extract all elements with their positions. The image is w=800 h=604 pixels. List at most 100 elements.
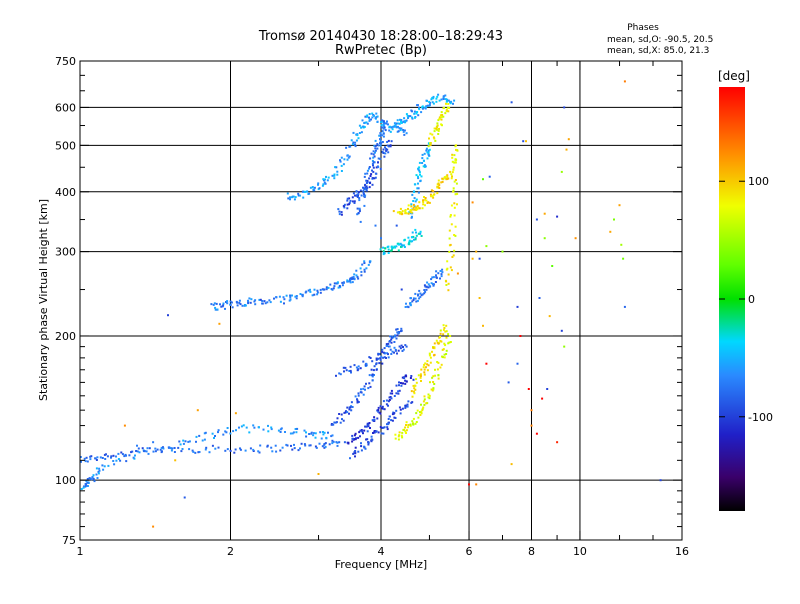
echo-point [356,275,359,278]
echo-point [397,438,400,441]
echo-point [368,113,371,115]
echo-point [350,409,353,412]
echo-point [413,205,416,208]
echo-point [99,456,102,459]
echo-point [313,288,316,291]
echo-point [400,127,403,130]
echo-point [409,423,412,426]
echo-point [426,99,428,102]
echo-point [98,469,101,472]
echo-point [373,114,375,117]
echo-point [364,447,367,450]
echo-point [387,145,390,148]
echo-point [362,393,365,396]
echo-point [226,300,229,303]
echo-point [436,124,439,127]
echo-point [277,429,280,432]
echo-point [382,135,385,138]
echo-point [383,426,386,429]
echo-point [232,430,235,433]
echo-point [436,95,439,98]
echo-point [384,247,387,250]
echo-point [267,430,270,433]
echo-point [548,315,551,318]
echo-point [449,335,452,337]
echo-point [424,290,427,293]
echo-point [370,152,373,155]
echo-point [369,357,372,359]
echo-point [412,235,415,238]
echo-point [274,444,277,447]
echo-point [316,291,319,294]
echo-point [371,183,374,186]
echo-point [217,429,220,432]
echo-point [340,213,343,216]
echo-point [451,171,454,174]
echo-point [420,410,423,413]
echo-point [427,286,430,289]
echo-point [331,434,334,437]
echo-point [400,384,403,387]
colorbar-tick-label: 0 [748,293,755,306]
echo-point [346,406,349,409]
echo-point [400,327,403,330]
echo-point [404,120,407,123]
echo-point [357,137,360,140]
echo-point [383,356,386,359]
echo-point [181,448,184,450]
echo-point [390,353,393,355]
echo-point [441,177,444,180]
echo-point [238,301,241,304]
echo-point [382,432,385,435]
echo-point [204,448,207,451]
echo-point [381,426,384,429]
echo-point [404,344,407,347]
echo-point [351,281,354,284]
echo-point [368,422,371,424]
echo-point [292,431,295,434]
echo-point [405,380,408,383]
echo-point [342,419,345,422]
echo-point [341,418,343,421]
echo-point [416,208,419,211]
echo-point [381,130,384,133]
echo-point [373,155,376,158]
echo-point [239,303,242,306]
echo-point [319,288,322,291]
echo-point [377,357,380,360]
echo-point [396,211,399,214]
echo-point [389,145,392,148]
echo-point [429,361,432,364]
echo-point [395,409,398,412]
echo-point [419,373,422,376]
echo-point [148,447,151,450]
echo-point [440,273,443,276]
echo-point [167,314,169,317]
echo-point [452,102,454,105]
echo-point [219,303,221,306]
echo-point [369,182,371,184]
echo-point [292,195,295,198]
echo-point [519,335,522,337]
echo-point [421,408,424,411]
echo-point [454,179,457,181]
echo-point [412,190,415,193]
echo-point [431,376,434,379]
echo-point [188,448,191,451]
echo-point [401,210,404,213]
echo-point [302,196,305,199]
echo-point [409,377,412,379]
echo-point [351,406,354,408]
echo-point [353,273,356,276]
echo-point [440,116,443,119]
echo-point [334,421,337,424]
echo-point [264,302,267,305]
echo-point [438,99,441,102]
echo-point [333,177,336,180]
echo-point [316,293,319,296]
echo-point [401,376,404,379]
echo-point [538,297,541,299]
echo-point [421,162,424,164]
echo-point [446,98,449,101]
echo-point [330,423,333,426]
